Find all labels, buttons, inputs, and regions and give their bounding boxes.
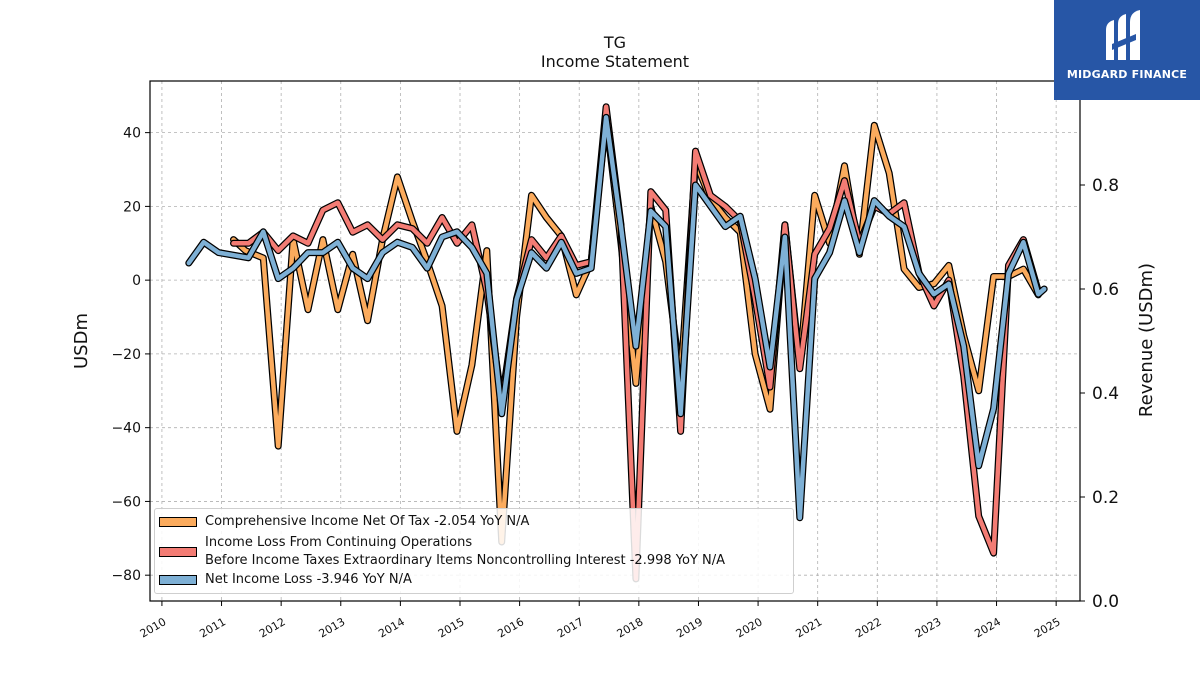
brand-logo: MIDGARD FINANCE	[1054, 0, 1200, 100]
x-tick-label: 2013	[317, 615, 348, 640]
y2-tick-label: 0.6	[1092, 280, 1119, 300]
series-2	[185, 113, 1048, 522]
chart-subtitle: Income Statement	[540, 52, 690, 71]
y-axis-label: USDm	[71, 313, 92, 369]
y2-tick-label: 0.2	[1092, 488, 1119, 508]
y2-tick-label: 0.8	[1092, 176, 1119, 196]
x-tick-label: 2023	[913, 615, 944, 640]
legend-item-comprehensive-income: Comprehensive Income Net Of Tax -2.054 Y…	[159, 513, 529, 531]
x-tick-label: 2021	[794, 615, 825, 640]
legend: Comprehensive Income Net Of Tax -2.054 Y…	[154, 508, 794, 594]
x-tick-label: 2012	[257, 615, 288, 640]
y-tick-label: 0	[132, 273, 141, 289]
x-tick-label: 2018	[615, 615, 646, 640]
x-tick-label: 2025	[1032, 615, 1063, 640]
y2-tick-label: 0.4	[1092, 384, 1119, 404]
chart-title: TG	[603, 33, 627, 52]
legend-item-income-before-taxes: Income Loss From Continuing Operations B…	[159, 534, 725, 570]
y-tick-label: −60	[111, 494, 141, 510]
grid-lines	[150, 81, 1080, 601]
y-tick-label: 40	[123, 126, 141, 142]
y-tick-label: −80	[111, 568, 141, 584]
legend-swatch	[159, 547, 197, 557]
x-tick-label: 2020	[734, 615, 765, 640]
legend-label: Income Loss From Continuing Operations B…	[205, 535, 726, 568]
legend-label: Comprehensive Income Net Of Tax -2.054 Y…	[205, 514, 530, 529]
x-tick-label: 2024	[972, 615, 1003, 640]
y-tick-label: −20	[111, 347, 141, 363]
logo-text: MIDGARD FINANCE	[1066, 68, 1188, 81]
x-tick-label: 2017	[555, 615, 586, 640]
y2-axis-label: Revenue (USDm)	[1136, 263, 1157, 417]
legend-item-net-income: Net Income Loss -3.946 YoY N/A	[159, 571, 412, 589]
x-tick-label: 2019	[674, 615, 705, 640]
legend-swatch	[159, 575, 197, 585]
legend-swatch	[159, 517, 197, 527]
x-tick-label: 2016	[495, 615, 526, 640]
plot-frame	[149, 80, 1081, 602]
series-0	[230, 114, 1042, 546]
x-tick-label: 2015	[436, 615, 467, 640]
y-tick-label: −40	[111, 421, 141, 437]
y-tick-label: 20	[123, 199, 141, 215]
logo-mark-icon	[1106, 10, 1140, 60]
legend-label: Net Income Loss -3.946 YoY N/A	[205, 572, 412, 587]
x-tick-label: 2022	[853, 615, 884, 640]
x-tick-label: 2010	[138, 615, 169, 640]
y2-tick-label: 0.0	[1092, 592, 1119, 612]
x-tick-label: 2011	[197, 615, 228, 640]
series-line	[186, 115, 1047, 521]
x-tick-label: 2014	[376, 615, 407, 640]
series-line	[231, 115, 1041, 545]
